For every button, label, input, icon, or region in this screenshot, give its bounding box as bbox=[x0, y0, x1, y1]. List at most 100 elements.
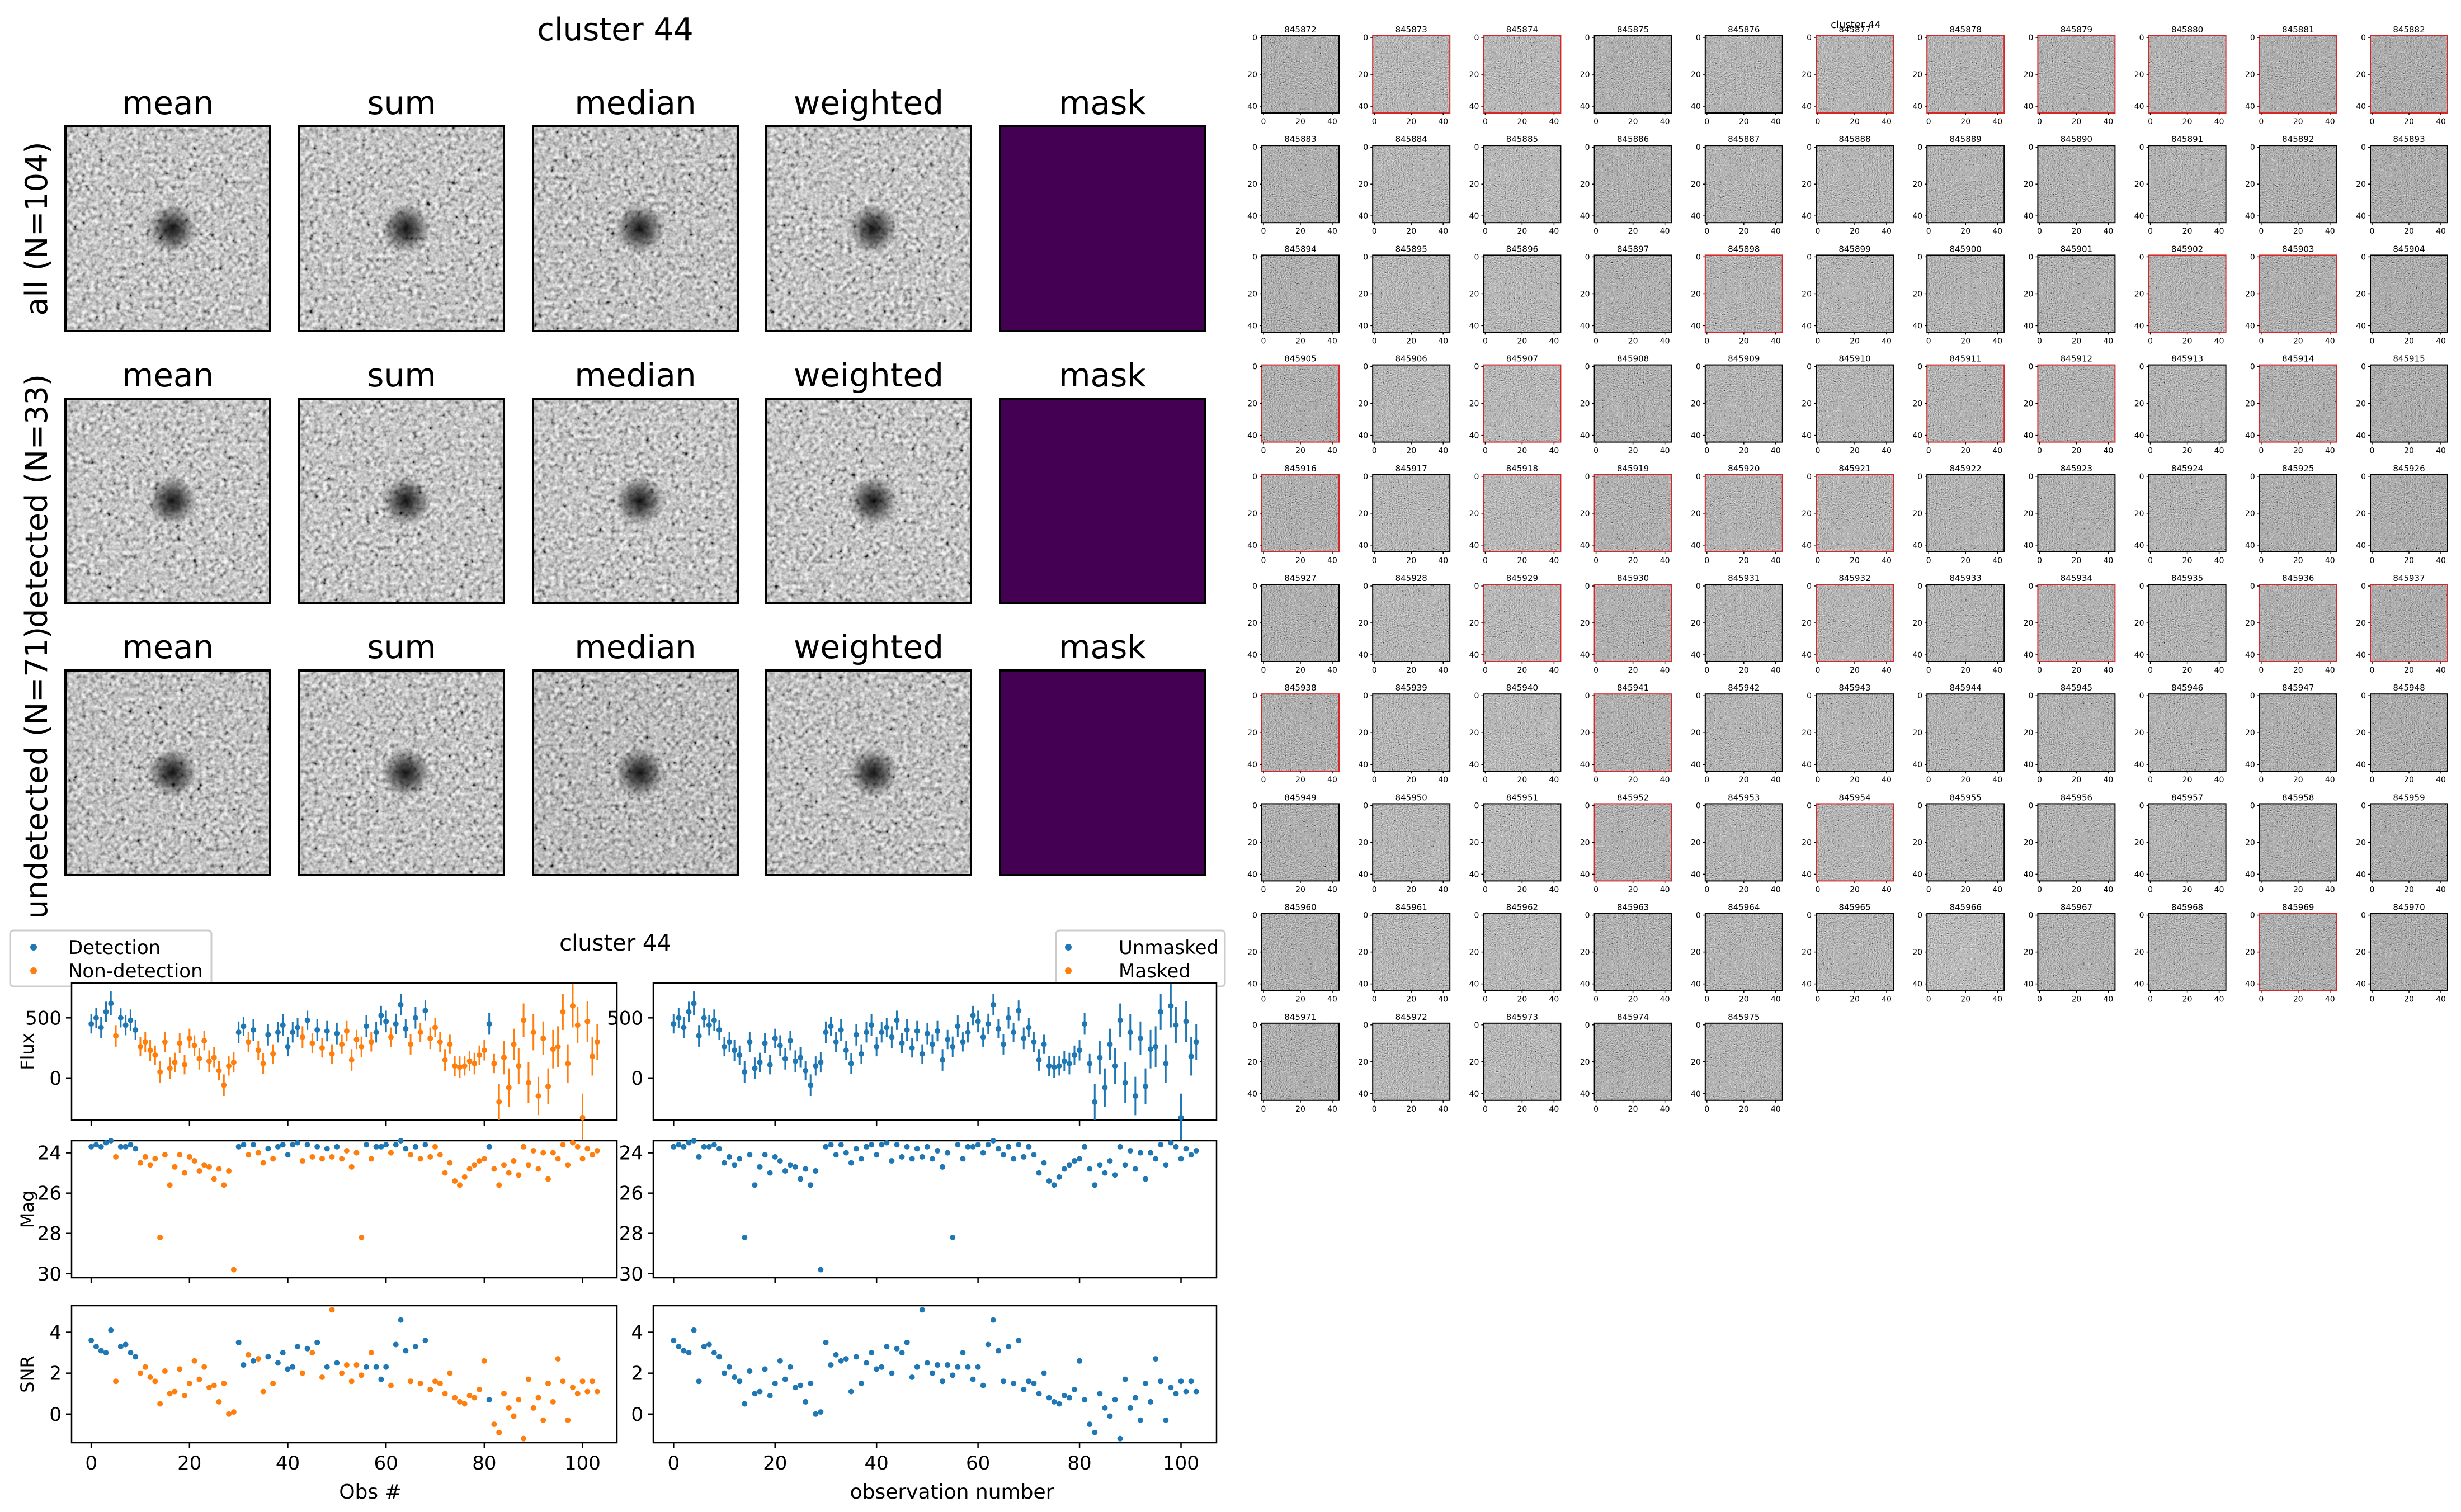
data-point bbox=[550, 1398, 556, 1405]
cutout-id: 845956 bbox=[2061, 792, 2092, 802]
cutout-y-tick-label: 40 bbox=[2245, 651, 2255, 660]
data-point bbox=[869, 1142, 875, 1148]
cutout-x-tick-label: 20 bbox=[2293, 776, 2303, 785]
cutout-x-tick-label: 0 bbox=[1483, 885, 1488, 894]
cutout-y-tick-label: 20 bbox=[2356, 619, 2366, 628]
cutout-id: 845875 bbox=[1617, 25, 1649, 35]
cutout-id: 845959 bbox=[2393, 792, 2425, 802]
coadd-panel: cluster 44 all (N=104)mean sum median weigh… bbox=[19, 12, 1206, 919]
data-point bbox=[432, 1024, 438, 1031]
cutout-y-tick-label: 40 bbox=[2024, 870, 2034, 879]
cutout-x-tick-label: 20 bbox=[1850, 227, 1860, 236]
cutout-x-tick-label: 40 bbox=[1549, 666, 1559, 675]
data-point bbox=[1000, 1041, 1006, 1047]
data-point bbox=[838, 1358, 844, 1364]
cutout-y-tick-label: 0 bbox=[1696, 911, 1701, 920]
cutout-y-tick-label: 40 bbox=[1247, 322, 1257, 330]
cutout-y-tick-label: 20 bbox=[1802, 509, 1812, 518]
y-tick-label: 26 bbox=[37, 1183, 62, 1205]
cutout-x-tick-label: 20 bbox=[1850, 776, 1860, 785]
cutout-x-tick-label: 0 bbox=[2259, 556, 2264, 565]
coadd-row-label: undetected (N=71) bbox=[19, 627, 54, 919]
data-point bbox=[398, 1001, 404, 1008]
cutout-id: 845938 bbox=[1284, 683, 1316, 693]
data-point bbox=[742, 1401, 748, 1407]
data-point bbox=[128, 1350, 134, 1356]
data-point bbox=[787, 1162, 793, 1168]
cutout-x-tick-label: 0 bbox=[1261, 995, 1266, 1004]
data-point bbox=[904, 1339, 910, 1345]
cutout-y-tick-label: 20 bbox=[2134, 290, 2144, 299]
data-point bbox=[574, 1144, 581, 1150]
cutout-id: 845927 bbox=[1284, 573, 1316, 583]
cutout-y-tick-label: 40 bbox=[2024, 760, 2034, 769]
coadd-image-median bbox=[532, 398, 739, 604]
cutout-x-tick-label: 0 bbox=[2037, 556, 2042, 565]
cutout-id: 845971 bbox=[1284, 1012, 1316, 1022]
cutout-y-tick-label: 0 bbox=[2139, 363, 2144, 372]
coadd-image-weighted bbox=[765, 669, 972, 876]
data-point bbox=[324, 1364, 330, 1370]
data-point bbox=[1137, 1417, 1143, 1423]
cutout-y-tick-label: 0 bbox=[2028, 692, 2033, 701]
cutout-x-tick-label: 0 bbox=[2370, 776, 2375, 785]
coadd-image-sum bbox=[298, 669, 505, 876]
data-point bbox=[787, 1038, 793, 1044]
y-tick-label: 0 bbox=[49, 1404, 62, 1426]
cutout-id: 845907 bbox=[1506, 354, 1538, 364]
data-point bbox=[1031, 1380, 1037, 1386]
cutout-noise bbox=[1262, 365, 1339, 442]
cutout-y-tick-label: 20 bbox=[1358, 729, 1368, 738]
data-point bbox=[1016, 1008, 1022, 1014]
cutout-id: 845932 bbox=[1838, 573, 1870, 583]
cutout-x-tick-label: 0 bbox=[2259, 117, 2264, 126]
data-point bbox=[481, 1156, 487, 1162]
cutout-y-tick-label: 40 bbox=[1580, 432, 1590, 441]
cutout-y-tick-label: 0 bbox=[1807, 34, 1812, 42]
y-tick-label: 0 bbox=[631, 1404, 643, 1426]
data-point bbox=[1153, 1356, 1159, 1362]
cutout-y-tick-label: 0 bbox=[1474, 582, 1479, 591]
data-point bbox=[275, 1144, 281, 1150]
cutout-y-tick-label: 0 bbox=[2361, 253, 2366, 262]
cutout-noise bbox=[2370, 913, 2448, 991]
cutout-y-tick-label: 40 bbox=[1580, 651, 1590, 660]
data-point bbox=[1011, 1380, 1017, 1386]
data-point bbox=[696, 1033, 702, 1039]
cutout-id: 845914 bbox=[2282, 354, 2314, 364]
data-point bbox=[1102, 1405, 1108, 1411]
cutout-y-tick-label: 40 bbox=[1469, 322, 1479, 330]
cutout-y-tick-label: 20 bbox=[2245, 838, 2255, 847]
cutout-x-tick-label: 20 bbox=[1295, 776, 1305, 785]
legend-unmasked-marker bbox=[1065, 944, 1072, 951]
data-point bbox=[782, 1168, 788, 1174]
data-point bbox=[496, 1099, 502, 1105]
data-point bbox=[1173, 1144, 1179, 1150]
data-point bbox=[858, 1380, 864, 1386]
data-point bbox=[456, 1064, 463, 1070]
data-point bbox=[732, 1162, 738, 1168]
cutout-y-tick-label: 40 bbox=[1691, 541, 1701, 550]
cutout-x-tick-label: 0 bbox=[1926, 666, 1931, 675]
data-point bbox=[1148, 1150, 1154, 1156]
cutout-y-tick-label: 20 bbox=[1580, 1058, 1590, 1067]
cutout-y-tick-label: 20 bbox=[1802, 838, 1812, 847]
cutout-y-tick-label: 20 bbox=[1802, 400, 1812, 409]
cutout-x-tick-label: 0 bbox=[1593, 995, 1599, 1004]
cutout-y-tick-label: 0 bbox=[2139, 253, 2144, 262]
cutout-noise bbox=[1373, 365, 1450, 442]
cutout-id: 845951 bbox=[1506, 792, 1538, 802]
cutout-y-tick-label: 0 bbox=[1474, 801, 1479, 810]
cutout-x-tick-label: 20 bbox=[2293, 556, 2303, 565]
cutout-y-tick-label: 20 bbox=[2356, 290, 2366, 299]
cutout-x-tick-label: 40 bbox=[2325, 337, 2335, 346]
cutout-y-tick-label: 20 bbox=[2356, 70, 2366, 79]
cutout-id: 845948 bbox=[2393, 683, 2425, 693]
cutout-x-tick-label: 0 bbox=[1483, 666, 1488, 675]
data-point bbox=[506, 1405, 512, 1411]
cutout-y-tick-label: 40 bbox=[1912, 651, 1922, 660]
data-point bbox=[314, 1339, 320, 1345]
cutout-noise bbox=[1483, 584, 1561, 662]
data-point bbox=[412, 1344, 418, 1350]
